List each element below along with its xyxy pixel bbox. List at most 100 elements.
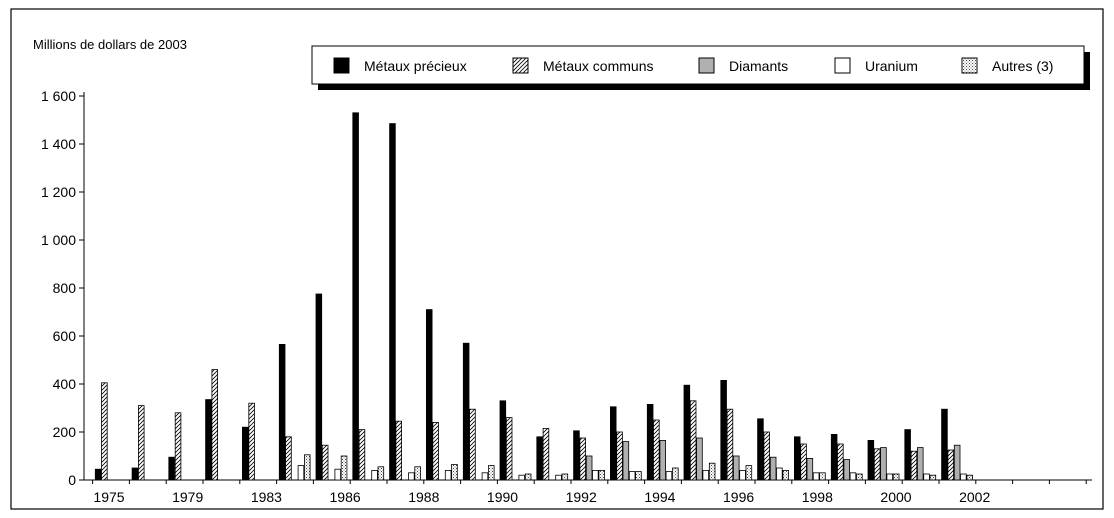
bar-m-taux-communs [873,448,881,481]
x-tick-label: 1988 [408,489,439,505]
axes: 0 200 400 600 800 1 000 1 200 1 400 1 600 1975 197… [41,88,1092,505]
bar-uranium [776,467,783,481]
bar-m-taux-communs [800,443,807,481]
x-tick-label: 1975 [93,489,124,505]
y-tick-label: 400 [53,376,77,392]
bar-m-taux-pr-cieux [536,436,543,481]
bar-uranium [334,468,341,481]
bar-diamants [622,441,630,481]
bar-m-taux-communs [358,429,366,481]
legend-swatch [834,57,851,74]
bar-m-taux-pr-cieux [499,400,507,481]
legend-label: Diamants [729,58,788,74]
bar-autres-3- [451,463,458,481]
bar-m-taux-communs [321,444,329,481]
bar-uranium [923,473,930,481]
bar-uranium [739,469,746,481]
bar-m-taux-pr-cieux [794,436,801,481]
bar-autres-3- [672,467,679,481]
legend-swatch [698,57,715,74]
bar-diamants [806,457,814,481]
bar-m-taux-pr-cieux [830,433,838,481]
bar-autres-3- [892,473,900,481]
bar-diamants [769,456,777,481]
bar-m-taux-communs [763,431,771,481]
bar-uranium [297,465,305,481]
y-tick-label: 1 600 [41,88,76,104]
bar-autres-3- [340,455,348,481]
bar-m-taux-communs [395,420,402,481]
bar-uranium [886,473,894,481]
bar-m-taux-communs [469,408,476,481]
bar-uranium [518,474,526,481]
bar-m-taux-pr-cieux [94,468,102,481]
bar-m-taux-pr-cieux [425,309,433,481]
bar-uranium [555,474,562,481]
bar-diamants [585,455,593,481]
x-tick-label: 2002 [959,489,990,505]
bar-uranium [960,473,967,481]
bar-autres-3- [929,474,937,481]
bar-uranium [408,472,415,481]
legend-swatch [512,57,529,74]
x-tick-label: 1983 [251,489,282,505]
bar-diamants [953,444,961,481]
bar-m-taux-pr-cieux [131,467,139,481]
figure-border [10,8,1104,510]
bar-autres-3- [635,471,642,481]
bar-m-taux-pr-cieux [168,456,175,481]
bar-m-taux-communs [285,436,292,481]
bar-autres-3- [708,462,716,481]
bar-m-taux-communs [101,382,108,481]
bar-m-taux-communs [505,417,513,481]
bar-uranium [812,472,820,481]
bar-m-taux-pr-cieux [757,418,764,481]
bar-diamants [733,455,740,481]
legend-label: Métaux communs [543,58,653,74]
bar-m-taux-communs [616,431,623,481]
legend: Métaux précieux Métaux communs Diamants Ura… [311,45,1090,90]
bar-autres-3- [377,466,385,481]
bar-m-taux-communs [910,450,918,481]
bar-autres-3- [856,473,863,481]
bar-uranium [849,472,857,481]
bar-m-taux-pr-cieux [941,408,948,481]
bar-m-taux-pr-cieux [352,112,359,481]
bar-m-taux-communs [947,449,955,481]
bar-m-taux-pr-cieux [315,293,323,481]
bar-uranium [444,469,452,481]
y-tick-label: 0 [68,472,76,488]
y-axis-label: Millions de dollars de 2003 [33,37,187,52]
bars [94,112,974,481]
bar-autres-3- [524,473,532,481]
bar-diamants [880,447,887,481]
bar-m-taux-communs [689,400,697,481]
bar-diamants [917,447,924,481]
legend-box [311,45,1085,85]
bar-m-taux-communs [837,443,844,481]
bar-m-taux-communs [211,369,218,481]
bar-uranium [628,471,636,481]
y-tick-label: 200 [53,424,77,440]
bar-m-taux-pr-cieux [389,123,396,481]
bar-m-taux-pr-cieux [278,343,286,481]
bar-autres-3- [414,466,421,481]
bar-autres-3- [487,465,495,481]
y-tick-label: 1 400 [41,136,76,152]
bar-uranium [702,469,710,481]
x-tick-label: 1979 [172,489,203,505]
bar-m-taux-pr-cieux [646,403,654,481]
x-tick-label: 1986 [330,489,361,505]
x-tick-label: 1992 [566,489,597,505]
bar-uranium [371,469,378,481]
bar-m-taux-pr-cieux [205,399,212,481]
bar-m-taux-communs [579,437,587,481]
bar-m-taux-communs [137,405,145,481]
legend-swatch [961,57,978,74]
legend-label: Métaux précieux [364,58,467,74]
x-tick-label: 1994 [644,489,675,505]
bar-autres-3- [819,472,826,481]
bar-autres-3- [598,469,606,481]
bar-m-taux-communs [542,427,550,481]
